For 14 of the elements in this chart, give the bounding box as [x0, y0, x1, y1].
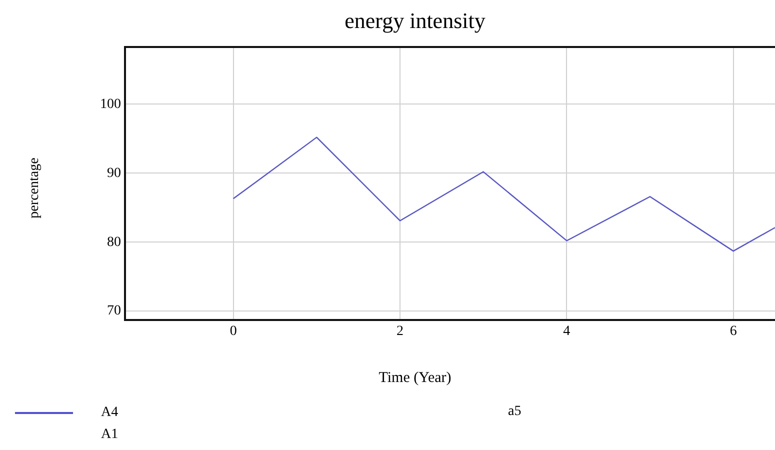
legend-label: A4 [101, 405, 118, 421]
y-axis-title: percentage [27, 156, 43, 220]
chart-title: energy intensity [344, 8, 486, 34]
x-tick-label: 6 [730, 324, 737, 340]
x-tick-label: 4 [563, 324, 570, 340]
y-tick-label: 70 [107, 304, 121, 319]
y-tick-label: 100 [100, 96, 121, 112]
text: a5 [508, 404, 522, 420]
y-tick-label: 80 [107, 234, 121, 250]
text: A1 [101, 427, 118, 443]
x-tick-label: 2 [396, 324, 404, 340]
x-tick-label: 0 [230, 324, 237, 340]
y-tick-label: 90 [107, 166, 121, 181]
x-axis-title: Time (Year) [378, 370, 452, 387]
